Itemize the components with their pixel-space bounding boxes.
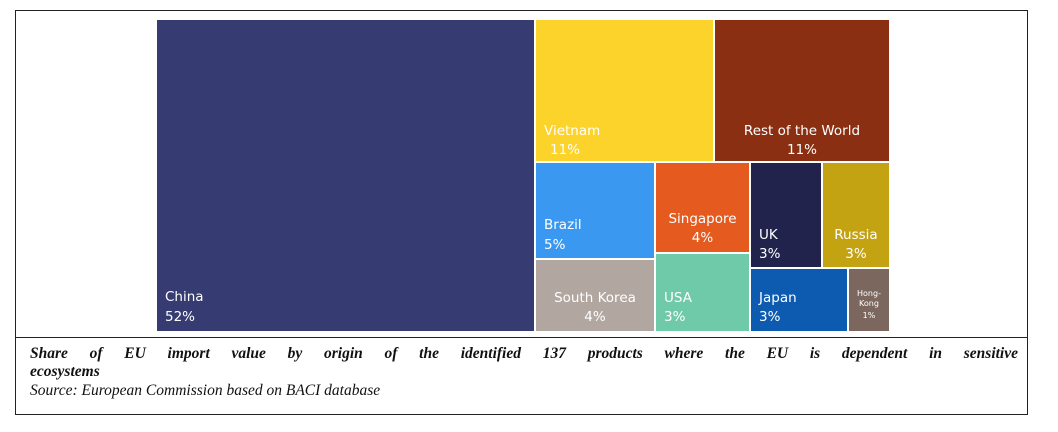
treemap-cell-brazil (536, 163, 654, 258)
treemap-label-japan: Japan (758, 290, 797, 306)
treemap-value-south-korea: 4% (584, 309, 606, 325)
caption-divider (15, 337, 1028, 338)
treemap-cell-russia (823, 163, 889, 267)
treemap-value-china: 52% (165, 309, 195, 325)
treemap-label-vietnam: Vietnam (544, 123, 600, 139)
treemap-label-uk: UK (759, 227, 779, 243)
treemap-cell-uk (751, 163, 821, 267)
treemap-value-singapore: 4% (692, 230, 714, 246)
treemap-label-china: China (165, 289, 204, 305)
treemap-cell-rest-of-the-world (715, 20, 889, 161)
treemap-label-brazil: Brazil (544, 217, 582, 233)
treemap-value-vietnam: 11% (550, 142, 580, 158)
treemap-value-russia: 3% (845, 246, 867, 262)
treemap-label-usa: USA (664, 290, 693, 306)
treemap-cell-japan (751, 269, 847, 331)
treemap-cell-china (157, 20, 534, 331)
treemap-value-hong-kong: 1% (863, 311, 876, 320)
caption-source: Source: European Commission based on BAC… (30, 382, 381, 399)
figure-frame (15, 10, 1028, 415)
treemap-label-south-korea: South Korea (554, 290, 636, 306)
treemap-label-hong-kong: Hong-Kong (857, 289, 881, 308)
caption-title-line2: ecosystems (30, 363, 100, 380)
treemap-value-uk: 3% (759, 246, 781, 262)
treemap-cell-usa (656, 254, 749, 331)
treemap-value-usa: 3% (664, 309, 686, 325)
treemap-label-singapore: Singapore (668, 211, 736, 227)
treemap-chart: China 52% Vietnam 11% Rest of the World 11% Br… (157, 20, 889, 331)
caption-title-line1: Share of EU import value by origin of th… (30, 345, 1018, 362)
figure-caption: Share of EU import value by origin of th… (30, 345, 1018, 400)
treemap-cell-vietnam (536, 20, 713, 161)
treemap-cell-south-korea (536, 260, 654, 331)
treemap-label-rest-of-the-world: Rest of the World (744, 123, 860, 139)
treemap-label-russia: Russia (834, 227, 877, 243)
treemap-cell-singapore (656, 163, 749, 252)
treemap-value-brazil: 5% (544, 237, 566, 253)
treemap-value-rest-of-the-world: 11% (787, 142, 817, 158)
treemap-cell-hong-kong (849, 269, 889, 331)
treemap-value-japan: 3% (759, 309, 781, 325)
